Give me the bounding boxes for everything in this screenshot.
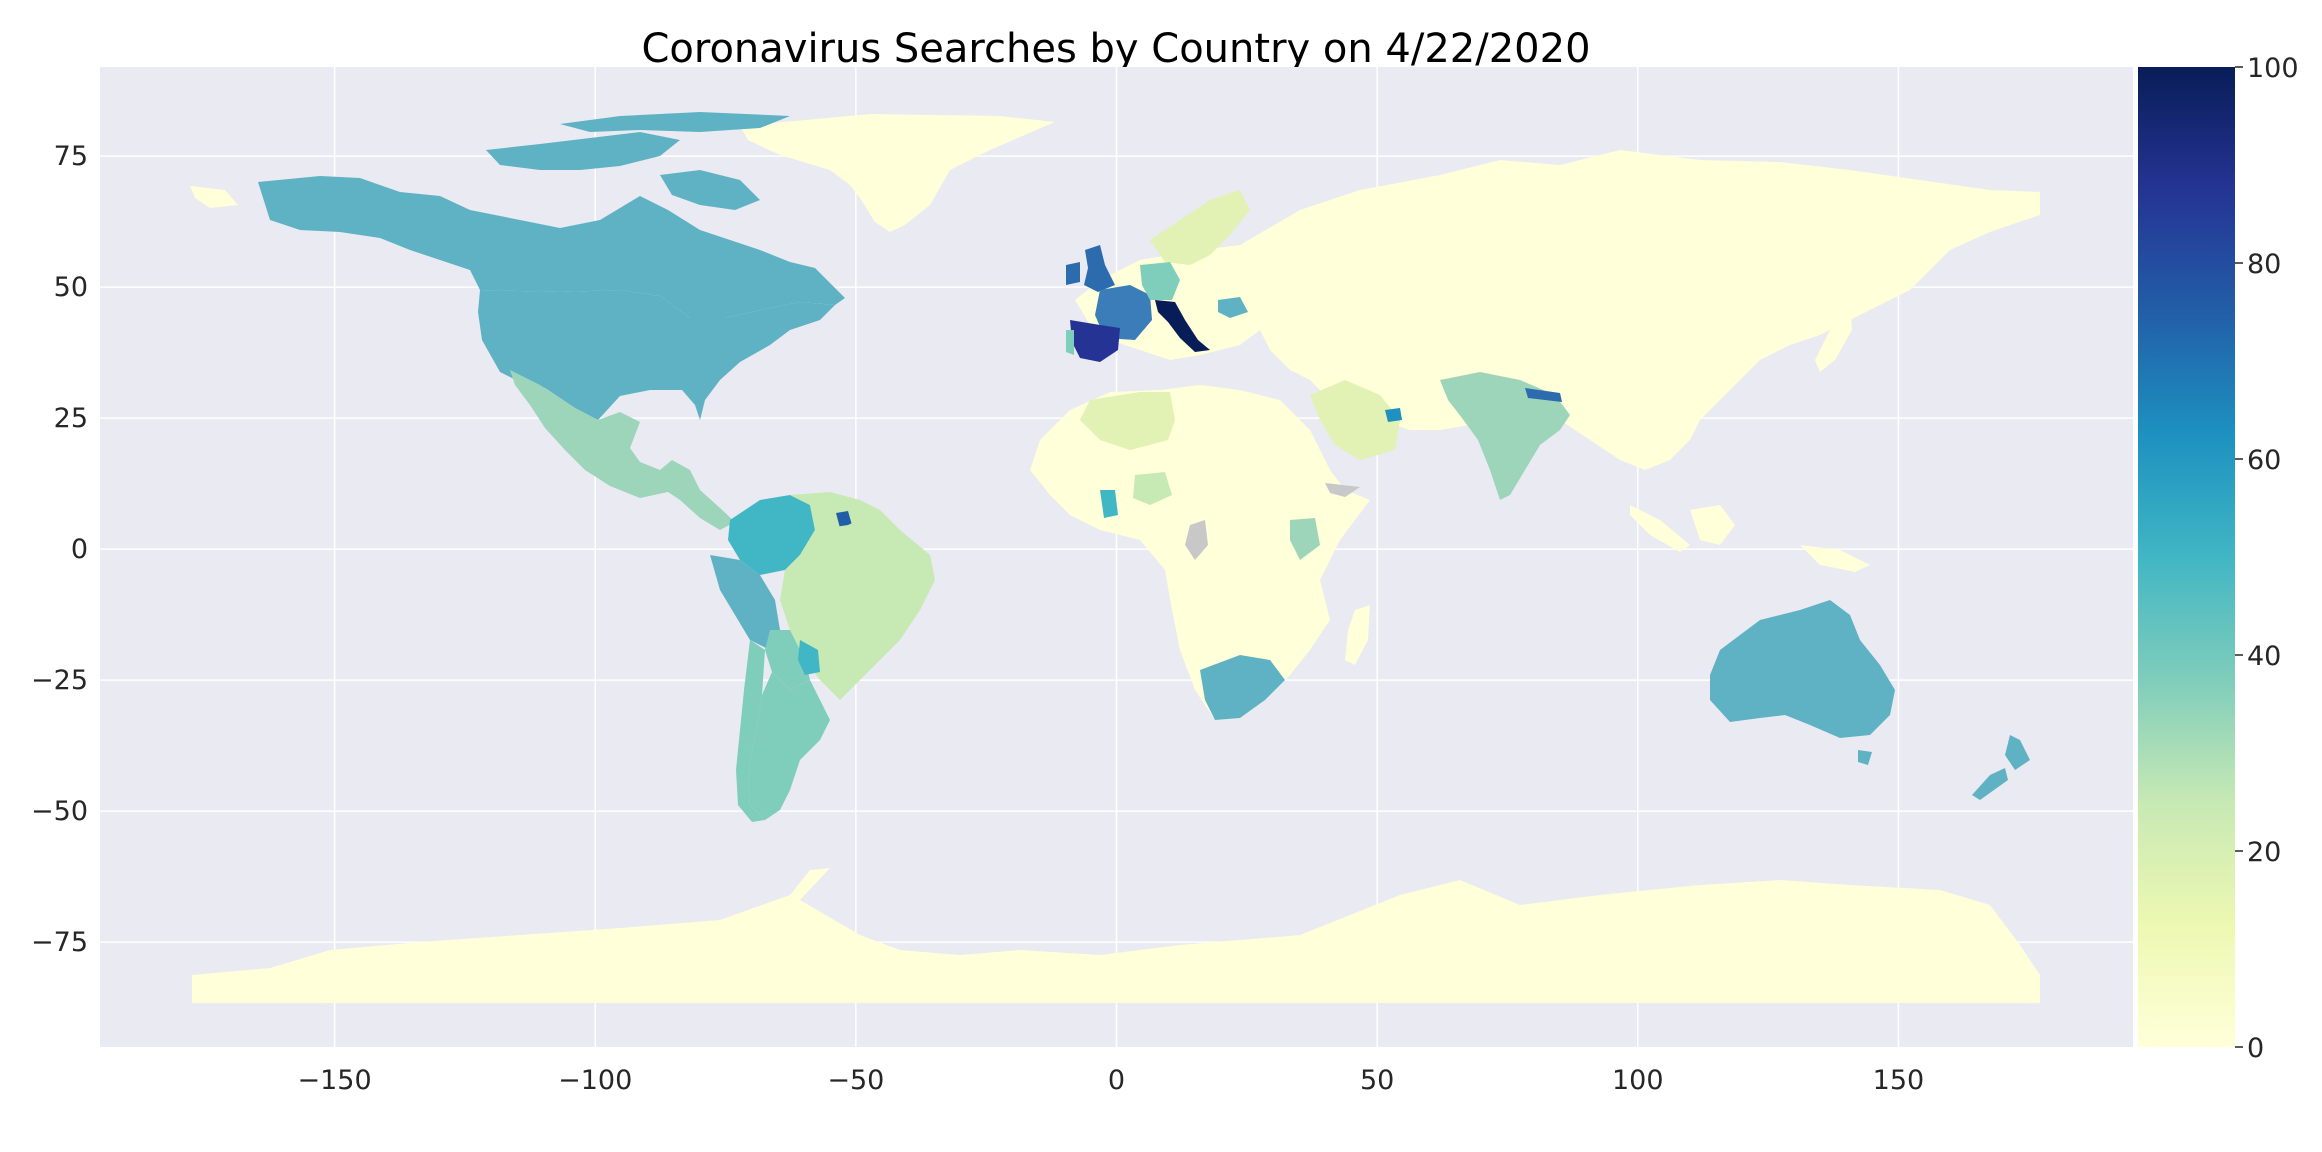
x-tick-label: 150 (1873, 1065, 1925, 1096)
region-antarctica (192, 868, 2040, 1003)
region-new-zealand (2005, 735, 2030, 770)
region-india (1440, 372, 1570, 500)
y-tick-label: 25 (54, 403, 88, 434)
region-chile (736, 640, 765, 822)
region-no-data-horn (1325, 483, 1360, 497)
region-australia (1710, 600, 1895, 738)
region-nigeria (1133, 472, 1172, 505)
region-peru (710, 555, 780, 650)
colorbar-tick-label: 20 (2247, 837, 2281, 868)
region-canada-islands-2 (560, 112, 790, 132)
land-layer (190, 112, 2040, 1003)
region-paraguay-uruguay (798, 640, 820, 675)
colorbar-ticks: 0 20 40 60 80 100 (2235, 53, 2299, 1064)
chart-title: Coronavirus Searches by Country on 4/22/… (641, 26, 1590, 72)
colorbar-tick-label: 40 (2247, 641, 2281, 672)
region-sumatra (1630, 505, 1690, 552)
colorbar-tick-label: 100 (2247, 53, 2299, 84)
region-spain (1070, 320, 1120, 362)
x-tick-label: −150 (297, 1065, 371, 1096)
colorbar-tick-label: 80 (2247, 249, 2281, 280)
colorbar (2138, 67, 2235, 1047)
region-germany (1140, 262, 1180, 300)
region-new-guinea (1800, 545, 1870, 572)
region-argentina (748, 672, 830, 820)
region-bolivia (765, 630, 810, 690)
colorbar-tick-label: 0 (2247, 1033, 2264, 1064)
region-canada (258, 176, 845, 318)
y-tick-label: −25 (31, 665, 88, 696)
region-usa (478, 290, 835, 420)
region-france (1095, 285, 1152, 340)
y-tick-label: −50 (31, 796, 88, 827)
y-tick-label: 50 (54, 272, 88, 303)
region-mexico (510, 370, 690, 498)
region-russia-asia (1240, 150, 2040, 470)
region-brazil (780, 510, 935, 700)
y-tick-label: −75 (31, 927, 88, 958)
region-uae (1385, 408, 1402, 422)
region-kenya (1290, 518, 1320, 560)
region-algeria (1080, 392, 1175, 450)
region-south-africa (1200, 655, 1285, 720)
region-tasmania (1858, 750, 1872, 765)
region-alaska-west (190, 186, 238, 208)
region-venezuela-guianas (790, 492, 880, 530)
y-tick-label: 0 (71, 534, 88, 565)
region-nepal (1525, 388, 1562, 402)
region-madagascar (1345, 605, 1370, 665)
y-tick-label: 75 (54, 141, 88, 172)
region-french-guiana (836, 511, 852, 528)
region-colombia (728, 495, 815, 575)
region-portugal (1066, 330, 1074, 355)
x-tick-label: 100 (1612, 1065, 1664, 1096)
region-scandinavia (1150, 190, 1250, 265)
region-no-data-congo (1185, 520, 1208, 560)
x-tick-label: 0 (1108, 1065, 1125, 1096)
region-canada-islands-1 (486, 132, 680, 170)
x-tick-label: −50 (827, 1065, 884, 1096)
region-saudi (1310, 380, 1400, 460)
region-central-america (660, 470, 735, 530)
region-new-zealand-south (1972, 768, 2008, 800)
x-tick-label: 50 (1360, 1065, 1394, 1096)
region-romania (1218, 297, 1248, 318)
region-japan (1815, 295, 1852, 372)
region-ireland (1066, 262, 1080, 285)
region-ghana (1100, 490, 1118, 518)
region-italy (1155, 300, 1210, 352)
region-greenland (740, 114, 1055, 232)
x-tick-label: −100 (558, 1065, 632, 1096)
axis-layer: −150 −100 −50 0 50 100 150 75 50 25 0 −25 −50 −75 (31, 141, 1924, 1096)
region-uk (1084, 245, 1115, 292)
colorbar-tick-label: 60 (2247, 445, 2281, 476)
region-borneo (1690, 505, 1735, 545)
region-canada-islands-3 (660, 170, 760, 210)
